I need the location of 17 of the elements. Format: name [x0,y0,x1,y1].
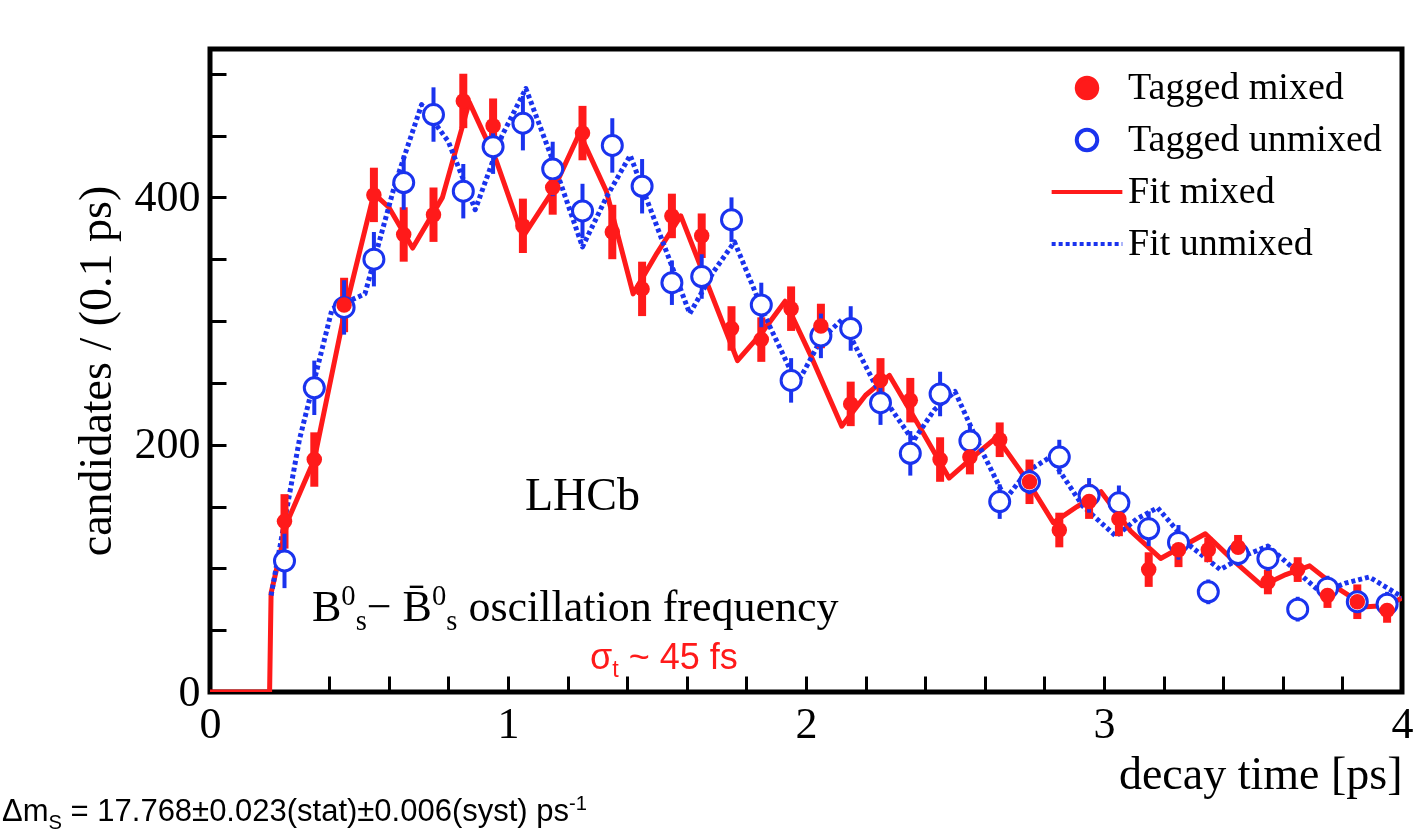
annotation: B$^{0}$$_{s}$− B̄$^{0}$$_{s}$ oscillation frequency [312,580,839,638]
x-tick-label: 1 [497,698,520,748]
y-tick-label: 400 [134,171,201,221]
x-axis-title: decay time [ps] [1118,747,1403,799]
y-axis-title: candidates / (0.1 ps) [69,185,121,557]
text: Δm$_{S}$ = 17.768±0.023(stat)±0.006(syst) ps$^{-1}$ [2,792,587,834]
y-tick-label: 200 [134,419,201,469]
annotation: σ$_{t}$ ~ 45 fs [590,636,738,684]
legend-label: Fit mixed [1128,169,1275,211]
x-tick-label: 4 [1391,698,1413,748]
y-tick-label: 0 [178,666,201,716]
annotation: LHCb [525,468,640,521]
legend-label: Tagged unmixed [1128,117,1382,159]
legend-label: Tagged mixed [1128,65,1344,107]
x-tick-label: 2 [795,698,818,748]
legend-label: Fit unmixed [1128,221,1313,263]
x-tick-label: 3 [1093,698,1116,748]
